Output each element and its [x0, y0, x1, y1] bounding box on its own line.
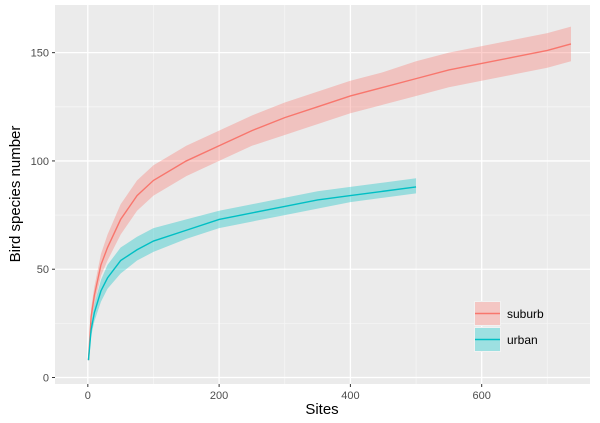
x-axis-title: Sites	[305, 401, 338, 418]
line-urban	[87, 186, 417, 361]
y-tick-label: 50	[37, 264, 49, 276]
y-tick-label: 0	[43, 373, 49, 385]
y-axis-title: Bird species number	[7, 126, 24, 263]
band-urban	[88, 178, 417, 361]
x-tick-label: 0	[85, 390, 91, 402]
axes: 0 200 400 600 0 50 100 150	[31, 48, 491, 402]
x-tick-label: 600	[473, 390, 491, 402]
band-suburb	[88, 26, 571, 361]
grid-minor	[55, 5, 590, 384]
confidence-bands	[88, 26, 571, 361]
legend-label-suburb: suburb	[507, 307, 544, 321]
x-tick-label: 200	[210, 390, 228, 402]
legend-label-urban: urban	[507, 333, 538, 347]
series-lines	[87, 43, 572, 361]
y-tick-label: 100	[31, 156, 49, 168]
legend: suburb urban	[474, 301, 544, 352]
line-suburb	[87, 43, 572, 361]
x-tick-label: 400	[341, 390, 359, 402]
y-tick-label: 150	[31, 48, 49, 60]
